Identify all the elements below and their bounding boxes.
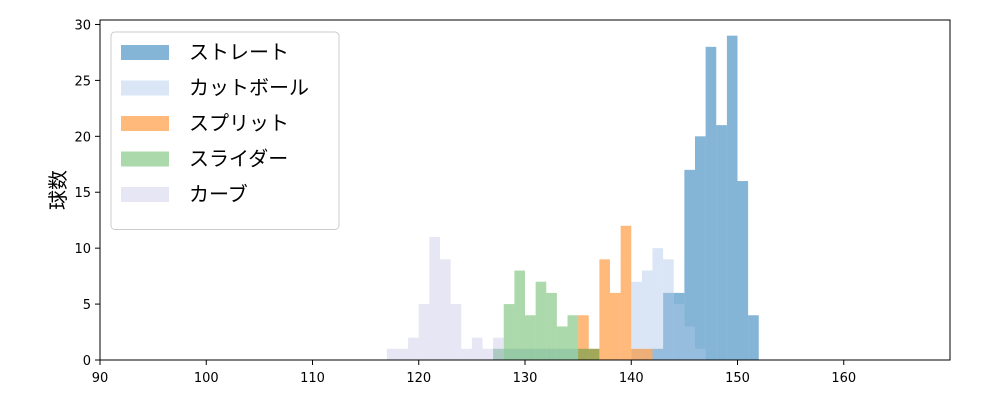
histogram-bar [663,259,674,360]
histogram-bar [705,46,717,361]
x-tick-label: 150 [725,371,750,386]
histogram-bar [567,348,579,360]
histogram-bar [726,35,738,360]
histogram-bar [397,348,409,360]
histogram-bar [748,315,759,360]
histogram-bar [673,292,685,360]
y-axis: 0 5 10 15 20 25 30 [74,18,100,369]
y-tick-label: 0 [83,354,91,369]
x-tick-label: 160 [831,371,856,386]
legend-swatch [121,151,169,167]
histogram-bar [535,281,547,360]
y-tick-label: 25 [74,74,91,89]
histogram-bar [695,136,706,360]
histogram-bars [386,35,759,361]
histogram-bar [652,348,664,360]
legend-swatch [121,116,169,131]
histogram-bar [737,181,749,360]
series-4 [386,236,504,360]
y-axis-label: 球数 [46,170,70,210]
x-tick-label: 100 [194,371,219,386]
histogram-bar [386,348,398,360]
x-tick-label: 90 [92,371,109,386]
legend-item: カットボール [121,76,309,100]
legend-swatch [121,187,169,202]
histogram-bar [588,348,600,360]
histogram-bar [652,248,664,360]
histogram-bar [641,270,653,360]
histogram-bar [556,348,568,360]
y-tick-label: 20 [74,130,91,145]
y-tick-label: 15 [74,186,91,201]
legend-label: スプリット [189,111,289,135]
histogram-bar [493,348,504,360]
series-2 [578,225,653,360]
histogram-bar [503,304,515,360]
histogram-bar [631,281,642,360]
histogram-bar [620,225,632,360]
histogram-bar [418,304,430,360]
histogram-bar [631,348,642,360]
histogram-bar [556,326,568,360]
legend-label: スライダー [189,147,288,171]
histogram-bar [429,236,440,360]
x-tick-label: 110 [300,371,325,386]
histogram-bar [450,304,462,360]
histogram-bar [599,259,610,360]
histogram-bar [684,169,695,360]
histogram-bar [503,348,515,360]
legend-label: カーブ [189,182,248,206]
histogram-bar [695,348,706,360]
histogram-bar [716,125,727,360]
legend-swatch [121,45,169,60]
histogram-bar [440,259,451,360]
histogram-bar [684,326,695,360]
legend-item: ストレート [121,40,289,64]
histogram-bar [482,348,494,360]
histogram-bar [525,348,536,360]
histogram-bar [514,270,525,360]
histogram-bar [588,348,600,360]
x-axis: 90 100 110 120 130 140 150 160 [92,360,856,386]
histogram-bar [471,337,483,360]
y-tick-label: 10 [74,242,91,257]
legend-swatch [121,80,169,96]
histogram-bar [567,315,579,360]
x-tick-label: 140 [619,371,644,386]
histogram-bar [641,348,653,360]
legend-box [110,31,340,230]
legend-item: スプリット [121,111,289,135]
histogram-bar [461,348,472,360]
legend-item: スライダー [121,147,288,171]
series-0 [652,35,759,361]
histogram-bar [535,348,547,360]
legend-label: ストレート [189,40,289,64]
x-tick-label: 130 [513,371,538,386]
series-3 [493,270,600,360]
histogram-bar [493,337,504,360]
histogram-bar [546,348,557,360]
y-tick-label: 30 [74,18,91,33]
histogram-bar [525,315,536,360]
histogram-bar [514,348,525,360]
y-tick-label: 5 [83,298,91,313]
x-tick-label: 120 [406,371,431,386]
histogram-bar [673,304,685,360]
legend-item: カーブ [121,182,248,206]
histogram-bar [493,348,504,360]
histogram-bar [546,292,557,360]
histogram-bar [408,337,419,360]
legend-label: カットボール [189,76,309,100]
histogram-bar [578,348,589,360]
histogram-bar [663,292,674,360]
histogram-bar [578,315,589,360]
histogram-bar [610,292,621,360]
